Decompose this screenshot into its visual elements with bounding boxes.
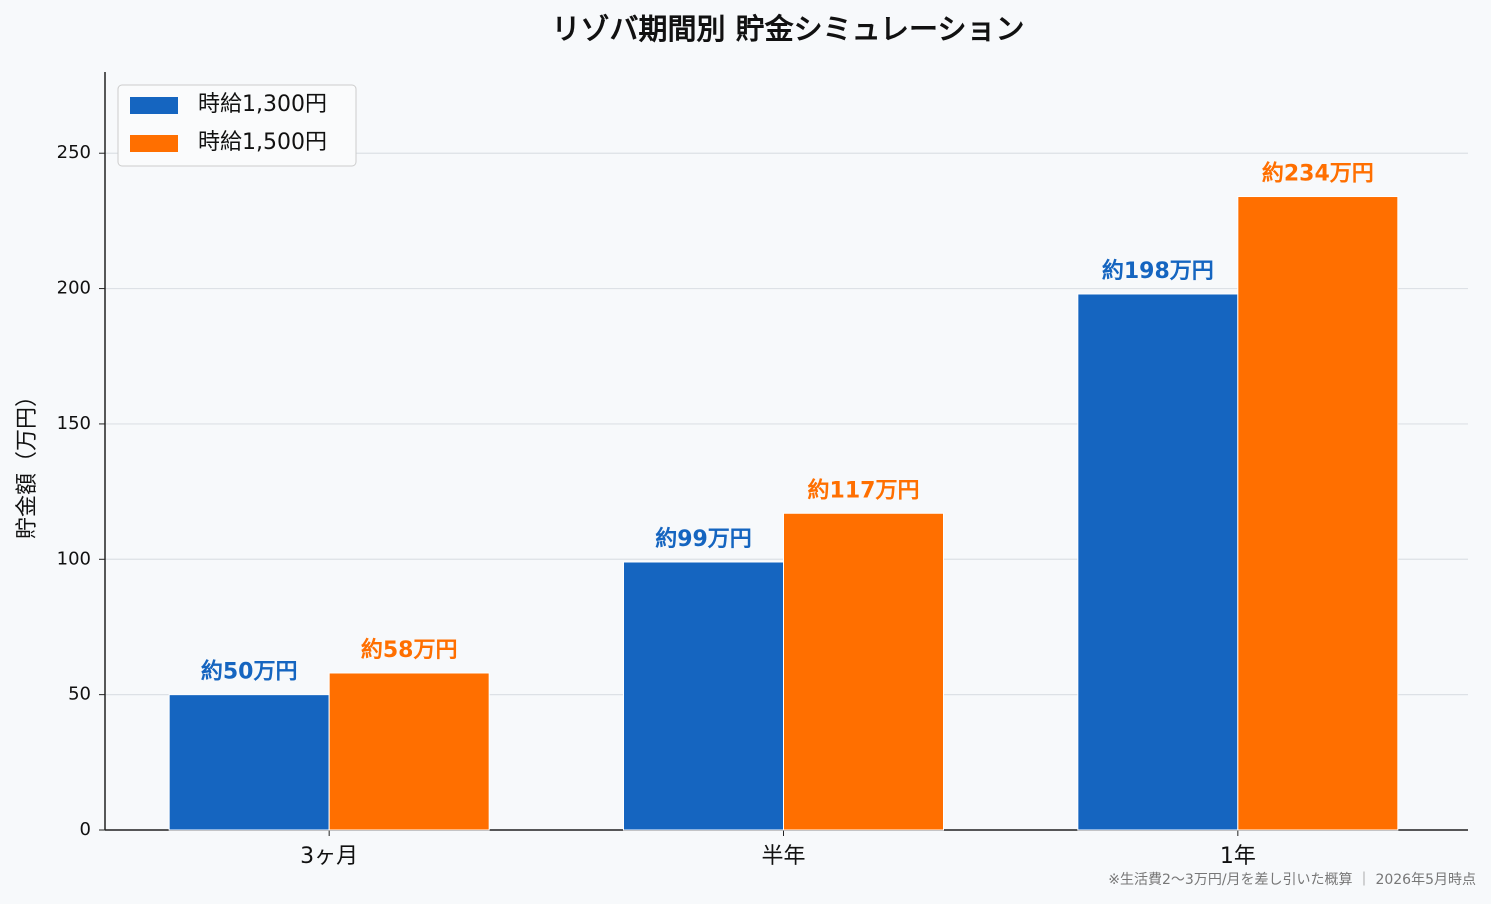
bar: [168, 694, 330, 831]
x-tick-label: 1年: [1220, 844, 1256, 869]
value-label: 約198万円: [1102, 258, 1214, 284]
value-label: 約234万円: [1262, 161, 1374, 187]
bar: [783, 512, 944, 831]
bar: [623, 561, 784, 831]
value-label: 約58万円: [361, 637, 458, 663]
y-tick-label: 150: [57, 413, 91, 434]
y-axis-label: 貯金額（万円）: [15, 385, 40, 539]
value-label: 約50万円: [201, 659, 298, 685]
y-tick-label: 200: [57, 278, 91, 299]
y-tick-label: 100: [57, 548, 91, 569]
legend-swatch: [130, 97, 178, 114]
legend-label: 時給1,300円: [198, 92, 327, 117]
y-tick-label: 50: [68, 684, 91, 705]
chart-title: リゾバ期間別 貯金シミュレーション: [552, 12, 1025, 46]
footnote: ※生活費2〜3万円/月を差し引いた概算 ｜ 2026年5月時点: [1108, 872, 1476, 888]
value-label: 約117万円: [808, 477, 920, 503]
x-tick-label: 3ヶ月: [300, 844, 358, 869]
value-label: 約99万円: [655, 526, 752, 552]
bar: [1237, 196, 1399, 831]
legend-swatch: [130, 135, 178, 152]
bar: [328, 672, 490, 831]
bar: [1077, 293, 1239, 831]
legend-label: 時給1,500円: [198, 130, 327, 155]
x-tick-label: 半年: [761, 844, 805, 869]
y-tick-label: 0: [80, 819, 91, 840]
y-tick-label: 250: [57, 142, 91, 163]
